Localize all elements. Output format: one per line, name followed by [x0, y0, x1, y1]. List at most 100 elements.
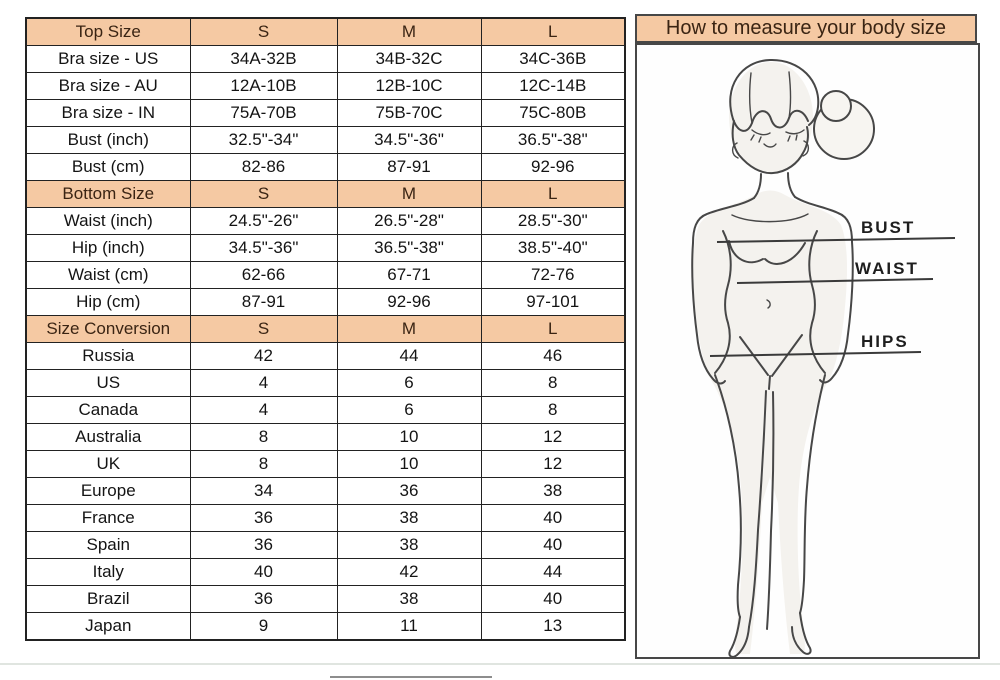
waist-measure-line: [736, 278, 934, 284]
size-table: Top Size S M L Bra size - US 34A-32B 34B-32C 34…: [25, 17, 626, 641]
size-column-header: L: [480, 315, 626, 343]
row-label: Bra size - US: [25, 45, 191, 73]
body-figure-illustration: BUST WAIST HIPS: [691, 58, 956, 657]
row-label: Europe: [25, 477, 191, 505]
hair-strands: [748, 71, 792, 124]
size-column-header: M: [336, 17, 482, 46]
hair-bun-inner: [820, 90, 852, 122]
outer-leg-left: [714, 374, 742, 618]
size-value-cell: 11: [336, 612, 482, 641]
size-value-cell: 12C-14B: [480, 72, 626, 100]
size-value-cell: 72-76: [480, 261, 626, 289]
size-value-cell: 42: [189, 342, 338, 370]
size-value-cell: 36: [189, 585, 338, 613]
size-column-header: M: [336, 180, 482, 208]
torso-right-side: [808, 230, 826, 374]
size-value-cell: 40: [189, 558, 338, 586]
size-value-cell: 8: [480, 396, 626, 424]
size-value-cell: 36: [189, 531, 338, 559]
size-column-header: M: [336, 315, 482, 343]
size-value-cell: 12B-10C: [336, 72, 482, 100]
size-value-cell: 42: [336, 558, 482, 586]
row-label: Bra size - AU: [25, 72, 191, 100]
face-outline: [731, 120, 809, 175]
size-value-cell: 6: [336, 369, 482, 397]
row-label: Brazil: [25, 585, 191, 613]
size-column-header: L: [480, 180, 626, 208]
size-value-cell: 6: [336, 396, 482, 424]
table-row: Italy 40 42 44: [25, 558, 626, 586]
size-value-cell: 13: [480, 612, 626, 641]
table-row: UK 8 10 12: [25, 450, 626, 478]
waist-label: WAIST: [855, 259, 919, 278]
size-value-cell: 92-96: [480, 153, 626, 181]
hair-outline: [729, 58, 820, 126]
size-value-cell: 40: [480, 585, 626, 613]
bust-measure-line: [716, 237, 956, 243]
size-value-cell: 44: [480, 558, 626, 586]
size-value-cell: 4: [189, 396, 338, 424]
measure-panel-title: How to measure your body size: [635, 14, 977, 43]
section-header-row: Top Size S M L: [25, 17, 626, 46]
size-value-cell: 34A-32B: [189, 45, 338, 73]
size-value-cell: 92-96: [336, 288, 482, 316]
hips-label: HIPS: [861, 332, 909, 351]
row-label: Hip (inch): [25, 234, 191, 262]
size-value-cell: 8: [189, 423, 338, 451]
size-column-header: S: [189, 17, 338, 46]
table-row: Bra size - AU 12A-10B 12B-10C 12C-14B: [25, 72, 626, 100]
ears: [731, 140, 810, 159]
section-header-label: Size Conversion: [25, 315, 191, 343]
table-row: Spain 36 38 40: [25, 531, 626, 559]
size-value-cell: 8: [480, 369, 626, 397]
size-value-cell: 34.5"-36": [189, 234, 338, 262]
size-value-cell: 12A-10B: [189, 72, 338, 100]
size-value-cell: 36.5"-38": [336, 234, 482, 262]
row-label: UK: [25, 450, 191, 478]
table-row: Canada 4 6 8: [25, 396, 626, 424]
torso-left-side: [714, 230, 732, 374]
size-value-cell: 67-71: [336, 261, 482, 289]
table-row: Hip (cm) 87-91 92-96 97-101: [25, 288, 626, 316]
row-label: Australia: [25, 423, 191, 451]
size-value-cell: 46: [480, 342, 626, 370]
row-label: Waist (cm): [25, 261, 191, 289]
size-value-cell: 40: [480, 504, 626, 532]
bust-label: BUST: [861, 218, 915, 237]
left-shoulder-arm: [691, 197, 755, 385]
neck-lines: [753, 172, 796, 199]
size-value-cell: 38: [480, 477, 626, 505]
size-value-cell: 38: [336, 585, 482, 613]
row-label: France: [25, 504, 191, 532]
size-value-cell: 36: [189, 504, 338, 532]
size-value-cell: 36.5"-38": [480, 126, 626, 154]
size-value-cell: 34: [189, 477, 338, 505]
body-silhouette-fill: [692, 190, 848, 654]
left-foot: [728, 616, 750, 657]
bust-curves: [728, 240, 806, 265]
size-value-cell: 32.5"-34": [189, 126, 338, 154]
scan-artifact-line-light: [0, 663, 1000, 665]
table-row: Australia 8 10 12: [25, 423, 626, 451]
row-label: Spain: [25, 531, 191, 559]
table-row: Waist (inch) 24.5"-26" 26.5"-28" 28.5"-30": [25, 207, 626, 235]
hips-measure-line: [709, 351, 922, 357]
row-label: Bra size - IN: [25, 99, 191, 127]
row-label: Canada: [25, 396, 191, 424]
size-value-cell: 75B-70C: [336, 99, 482, 127]
section-header-label: Bottom Size: [25, 180, 191, 208]
size-column-header: S: [189, 180, 338, 208]
row-label: US: [25, 369, 191, 397]
size-value-cell: 26.5"-28": [336, 207, 482, 235]
table-row: Waist (cm) 62-66 67-71 72-76: [25, 261, 626, 289]
size-column-header: S: [189, 315, 338, 343]
size-value-cell: 34.5"-36": [336, 126, 482, 154]
inner-leg-left: [748, 390, 767, 628]
size-value-cell: 34B-32C: [336, 45, 482, 73]
right-foot: [791, 612, 812, 655]
chest-curve: [731, 213, 809, 223]
size-value-cell: 87-91: [189, 288, 338, 316]
size-value-cell: 87-91: [336, 153, 482, 181]
mouth: [763, 143, 777, 148]
size-value-cell: 34C-36B: [480, 45, 626, 73]
